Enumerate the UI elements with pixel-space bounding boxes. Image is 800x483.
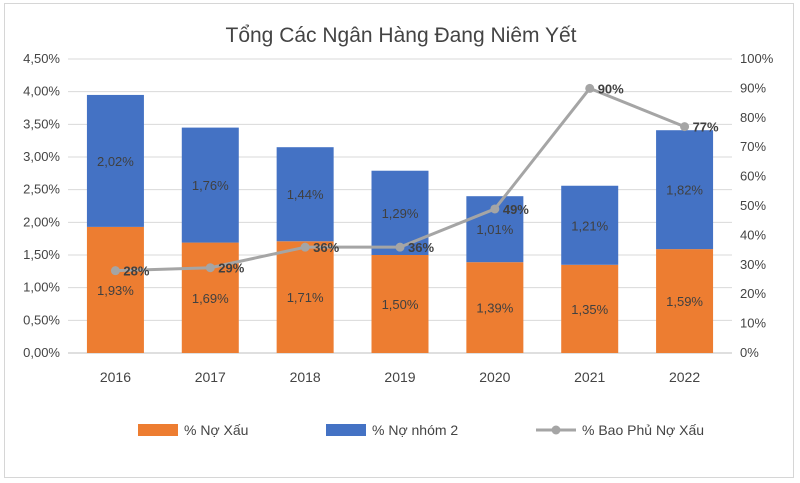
coverage-point: [490, 204, 500, 214]
bar-no-xau: [86, 226, 144, 353]
category-label: 2017: [195, 369, 226, 385]
right-tick-label: 100%: [740, 51, 774, 66]
coverage-label: 28%: [123, 264, 149, 279]
right-tick-label: 10%: [740, 316, 766, 331]
bar-no-xau-label: 1,71%: [287, 290, 324, 305]
coverage-label: 36%: [313, 240, 339, 255]
bar-no-xau: [181, 242, 239, 353]
chart-title: Tổng Các Ngân Hàng Đang Niêm Yết: [226, 24, 577, 47]
category-label: 2016: [100, 369, 131, 385]
bar-no-nhom-2: [86, 94, 144, 227]
bar-no-nhom-2-label: 1,76%: [192, 178, 229, 193]
bar-series: [86, 94, 714, 353]
bar-no-xau: [276, 241, 334, 353]
bar-no-nhom-2-label: 1,82%: [666, 183, 703, 198]
right-tick-label: 0%: [740, 345, 759, 360]
bar-no-nhom-2-label: 2,02%: [97, 154, 134, 169]
chart-frame: Tổng Các Ngân Hàng Đang Niêm Yết 0,00% 0,…: [4, 3, 794, 478]
left-axis-ticks: 0,00% 0,50% 1,00% 1,50% 2,00% 2,50% 3,00% 3,50%…: [23, 51, 60, 360]
left-tick-label: 1,00%: [23, 280, 60, 295]
category-label: 2022: [669, 369, 700, 385]
right-tick-label: 20%: [740, 286, 766, 301]
coverage-label: 77%: [693, 120, 719, 135]
bar-no-nhom-2-label: 1,21%: [571, 218, 608, 233]
coverage-point: [680, 122, 690, 132]
left-tick-label: 0,50%: [23, 312, 60, 327]
bar-no-xau-label: 1,59%: [666, 294, 703, 309]
category-label: 2019: [384, 369, 415, 385]
bar-no-nhom-2: [656, 130, 714, 250]
legend-label-no-nhom-2: % Nợ nhóm 2: [372, 422, 458, 438]
legend-swatch-coverage-marker: [551, 425, 561, 435]
category-label: 2018: [290, 369, 321, 385]
coverage-point: [585, 83, 595, 93]
bar-data-labels: 1,93% 2,02% 1,69% 1,76% 1,71% 1,44% 1,50% 1,29%…: [97, 154, 703, 317]
right-tick-label: 80%: [740, 110, 766, 125]
bar-no-nhom-2-label: 1,01%: [476, 222, 513, 237]
left-tick-label: 2,50%: [23, 182, 60, 197]
right-tick-label: 50%: [740, 198, 766, 213]
right-axis-ticks: 0% 10% 20% 30% 40% 50% 60% 70% 80% 90% 100%: [740, 51, 774, 360]
coverage-label: 49%: [503, 202, 529, 217]
left-tick-label: 1,50%: [23, 247, 60, 262]
left-tick-label: 3,50%: [23, 116, 60, 131]
coverage-point: [300, 242, 310, 252]
legend-label-coverage: % Bao Phủ Nợ Xấu: [582, 422, 704, 438]
right-tick-label: 60%: [740, 169, 766, 184]
left-tick-label: 2,00%: [23, 214, 60, 229]
right-tick-label: 90%: [740, 80, 766, 95]
right-tick-label: 40%: [740, 227, 766, 242]
bar-no-xau-label: 1,39%: [476, 301, 513, 316]
legend-swatch-no-nhom-2: [326, 424, 366, 436]
category-labels: 2016 2017 2018 2019 2020 2021 2022: [100, 369, 701, 385]
right-tick-label: 30%: [740, 257, 766, 272]
coverage-label: 29%: [218, 261, 244, 276]
left-tick-label: 0,00%: [23, 345, 60, 360]
line-series: 28% 29% 36% 36% 49% 90% 77%: [110, 81, 719, 279]
bar-no-xau: [561, 264, 619, 353]
legend-swatch-no-xau: [138, 424, 178, 436]
bar-no-xau: [656, 249, 714, 353]
bar-no-nhom-2: [276, 147, 334, 242]
coverage-point: [395, 242, 405, 252]
combo-chart: Tổng Các Ngân Hàng Đang Niêm Yết 0,00%0,…: [23, 24, 774, 438]
category-label: 2020: [479, 369, 510, 385]
coverage-label: 90%: [598, 81, 624, 96]
bar-no-xau-label: 1,93%: [97, 283, 134, 298]
bar-no-xau: [466, 262, 524, 353]
right-tick-label: 70%: [740, 139, 766, 154]
bar-no-nhom-2-label: 1,44%: [287, 187, 324, 202]
bar-no-xau-label: 1,69%: [192, 291, 229, 306]
left-tick-label: 3,00%: [23, 149, 60, 164]
bar-no-nhom-2: [181, 127, 239, 243]
bar-no-xau-label: 1,50%: [382, 297, 419, 312]
bar-no-xau-label: 1,35%: [571, 302, 608, 317]
left-tick-label: 4,00%: [23, 84, 60, 99]
legend: % Nợ Xấu % Nợ nhóm 2 % Bao Phủ Nợ Xấu: [138, 422, 704, 438]
category-label: 2021: [574, 369, 605, 385]
left-tick-label: 4,50%: [23, 51, 60, 66]
bar-no-nhom-2-label: 1,29%: [382, 206, 419, 221]
bar-no-nhom-2: [561, 185, 619, 265]
bar-no-xau: [371, 255, 429, 353]
coverage-point: [205, 263, 215, 273]
coverage-point: [110, 266, 120, 276]
legend-label-no-xau: % Nợ Xấu: [184, 422, 248, 438]
coverage-label: 36%: [408, 240, 434, 255]
